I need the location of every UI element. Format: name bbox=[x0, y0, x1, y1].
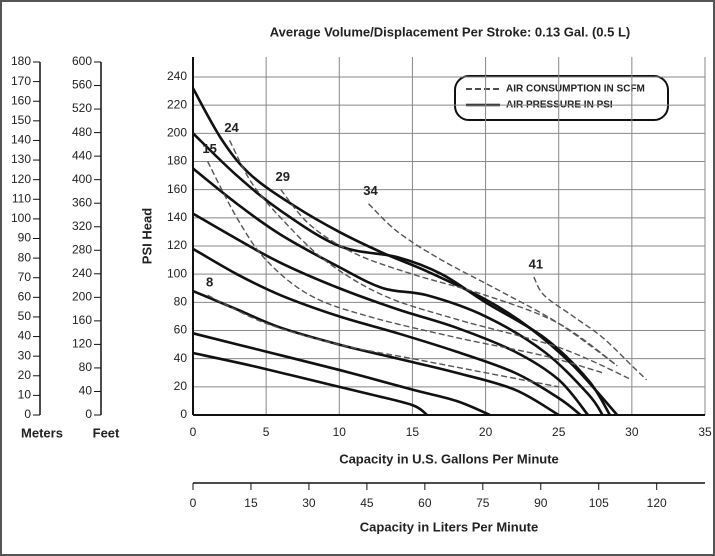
curve-label: 29 bbox=[276, 169, 290, 184]
feet-tick-label: 600 bbox=[72, 54, 92, 68]
meters-tick-label: 140 bbox=[11, 133, 31, 147]
chart-title: Average Volume/Displacement Per Stroke: … bbox=[270, 24, 631, 39]
legend-label: AIR CONSUMPTION IN SCFM bbox=[506, 84, 645, 95]
feet-tick-label: 160 bbox=[72, 313, 92, 327]
meters-tick-label: 10 bbox=[18, 388, 32, 402]
feet-tick-label: 280 bbox=[72, 242, 92, 256]
y-tick-label: 140 bbox=[167, 210, 187, 224]
y-tick-label: 0 bbox=[180, 407, 187, 421]
y-tick-label: 240 bbox=[167, 69, 187, 83]
feet-tick-label: 440 bbox=[72, 148, 92, 162]
curve-label: 41 bbox=[529, 256, 543, 271]
liters-axis-label: Capacity in Liters Per Minute bbox=[360, 519, 538, 534]
air-consumption-curve bbox=[228, 140, 633, 381]
y-axis-label: PSI Head bbox=[139, 208, 154, 264]
feet-tick-label: 560 bbox=[72, 78, 92, 92]
curve-label: 15 bbox=[202, 141, 216, 156]
feet-tick-label: 80 bbox=[79, 360, 93, 374]
x-tick-label: 5 bbox=[263, 425, 270, 439]
liters-tick-label: 0 bbox=[190, 496, 197, 510]
y-tick-label: 40 bbox=[174, 351, 188, 365]
meters-tick-label: 80 bbox=[18, 250, 32, 264]
legend-box bbox=[454, 75, 669, 121]
x-tick-label: 20 bbox=[479, 425, 493, 439]
meters-tick-label: 70 bbox=[18, 270, 32, 284]
x-tick-label: 25 bbox=[552, 425, 566, 439]
liters-tick-label: 60 bbox=[418, 496, 432, 510]
liters-tick-label: 120 bbox=[647, 496, 667, 510]
feet-tick-label: 40 bbox=[79, 384, 93, 398]
meters-axis-label: Meters bbox=[21, 425, 63, 440]
feet-tick-label: 400 bbox=[72, 172, 92, 186]
feet-axis-label: Feet bbox=[93, 425, 120, 440]
meters-tick-label: 120 bbox=[11, 172, 31, 186]
y-tick-label: 120 bbox=[167, 238, 187, 252]
meters-tick-label: 90 bbox=[18, 231, 32, 245]
air-pressure-curve bbox=[192, 289, 560, 417]
liters-tick-label: 105 bbox=[589, 496, 609, 510]
air-pressure-curve bbox=[192, 247, 582, 417]
feet-tick-label: 240 bbox=[72, 266, 92, 280]
air-pressure-curve bbox=[192, 332, 491, 417]
meters-tick-label: 150 bbox=[11, 113, 31, 127]
meters-tick-label: 60 bbox=[18, 290, 32, 304]
meters-tick-label: 170 bbox=[11, 74, 31, 88]
liters-tick-label: 75 bbox=[476, 496, 490, 510]
y-tick-label: 80 bbox=[174, 295, 188, 309]
feet-tick-label: 200 bbox=[72, 290, 92, 304]
liters-tick-label: 90 bbox=[534, 496, 548, 510]
x-tick-label: 0 bbox=[190, 425, 197, 439]
x-tick-label: 10 bbox=[333, 425, 347, 439]
feet-tick-label: 0 bbox=[85, 407, 92, 421]
y-tick-label: 180 bbox=[167, 154, 187, 168]
meters-tick-label: 20 bbox=[18, 368, 32, 382]
curve-label: 8 bbox=[206, 275, 213, 290]
air-consumption-curve bbox=[207, 161, 603, 374]
y-tick-label: 160 bbox=[167, 182, 187, 196]
liters-tick-label: 30 bbox=[302, 496, 316, 510]
meters-tick-label: 160 bbox=[11, 93, 31, 107]
air-consumption-curve bbox=[207, 294, 559, 388]
meters-tick-label: 100 bbox=[11, 211, 31, 225]
air-pressure-curve bbox=[192, 351, 428, 417]
liters-tick-label: 45 bbox=[360, 496, 374, 510]
meters-tick-label: 110 bbox=[12, 191, 31, 205]
meters-tick-label: 130 bbox=[11, 152, 31, 166]
curve-label: 34 bbox=[363, 183, 378, 198]
meters-tick-label: 40 bbox=[18, 329, 32, 343]
y-tick-label: 200 bbox=[167, 126, 187, 140]
feet-tick-label: 520 bbox=[72, 101, 92, 115]
meters-tick-label: 30 bbox=[18, 348, 32, 362]
x-axis-label: Capacity in U.S. Gallons Per Minute bbox=[339, 451, 559, 466]
y-tick-label: 220 bbox=[167, 97, 187, 111]
meters-tick-label: 50 bbox=[18, 309, 32, 323]
meters-tick-label: 0 bbox=[24, 407, 31, 421]
y-tick-label: 100 bbox=[167, 266, 187, 280]
feet-tick-label: 120 bbox=[72, 337, 92, 351]
air-pressure-curve bbox=[192, 167, 604, 416]
x-tick-label: 30 bbox=[625, 425, 639, 439]
y-tick-label: 60 bbox=[174, 323, 188, 337]
feet-tick-label: 320 bbox=[72, 219, 92, 233]
air-consumption-curve bbox=[368, 203, 618, 367]
feet-tick-label: 360 bbox=[72, 195, 92, 209]
air-pressure-curve bbox=[192, 212, 589, 416]
air-consumption-curve bbox=[533, 276, 647, 381]
y-tick-label: 20 bbox=[174, 379, 188, 393]
meters-tick-label: 180 bbox=[11, 54, 31, 68]
x-tick-label: 35 bbox=[698, 425, 712, 439]
curve-label: 24 bbox=[224, 120, 239, 135]
liters-tick-label: 15 bbox=[244, 496, 258, 510]
feet-tick-label: 480 bbox=[72, 125, 92, 139]
air-pressure-curve bbox=[192, 132, 612, 416]
x-tick-label: 15 bbox=[406, 425, 420, 439]
